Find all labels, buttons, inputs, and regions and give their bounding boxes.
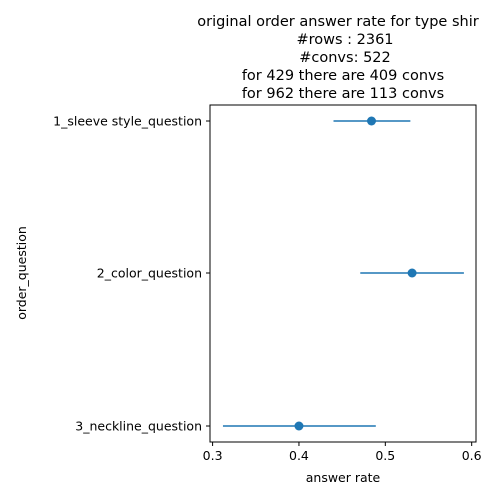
y-tick-label: 1_sleeve style_question: [53, 114, 202, 129]
x-tick-label: 0.5: [375, 448, 395, 463]
title-line-4: for 429 there are 409 convs: [242, 68, 444, 84]
data-point: [294, 421, 304, 431]
data-point: [407, 268, 417, 278]
x-axis: 0.3 0.4 0.5 0.6: [203, 442, 482, 463]
title-line-5: for 962 there are 113 convs: [242, 86, 444, 102]
x-axis-label: answer rate: [306, 470, 381, 485]
title-line-3: #convs: 522: [299, 50, 391, 66]
plot-area: [222, 116, 464, 431]
y-tick-label: 3_neckline_question: [75, 419, 202, 434]
chart-title: original order answer rate for type shir…: [197, 14, 478, 102]
title-line-2: #rows : 2361: [296, 32, 393, 48]
x-tick-label: 0.3: [203, 448, 223, 463]
data-point: [367, 116, 376, 126]
title-line-1: original order answer rate for type shir: [197, 14, 478, 30]
y-axis-label: order_question: [14, 226, 29, 320]
y-axis: 1_sleeve style_question 2_color_question 3…: [53, 114, 210, 434]
x-tick-label: 0.4: [289, 448, 309, 463]
x-tick-label: 0.6: [462, 448, 482, 463]
y-tick-label: 2_color_question: [97, 266, 202, 281]
